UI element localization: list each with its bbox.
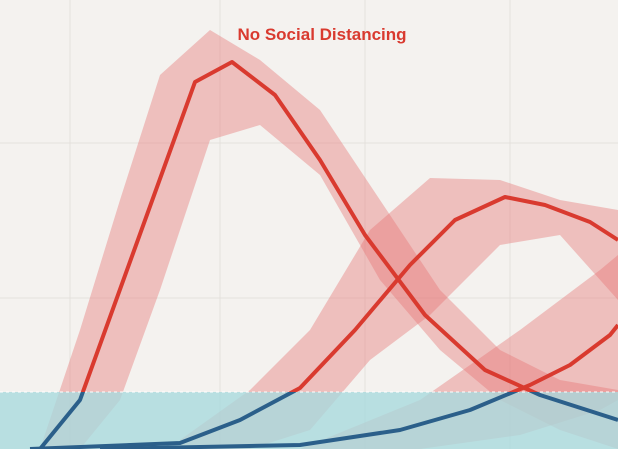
uncertainty-band <box>180 178 618 449</box>
capacity-area <box>0 392 618 449</box>
curve <box>288 195 618 392</box>
chart-title: No Social Distancing <box>237 25 406 44</box>
curve <box>80 60 539 392</box>
capacity <box>0 391 618 449</box>
curve <box>99 392 519 449</box>
curve <box>508 323 618 392</box>
uncertainty-band <box>40 30 618 449</box>
curve <box>29 392 297 449</box>
lines <box>29 60 618 449</box>
